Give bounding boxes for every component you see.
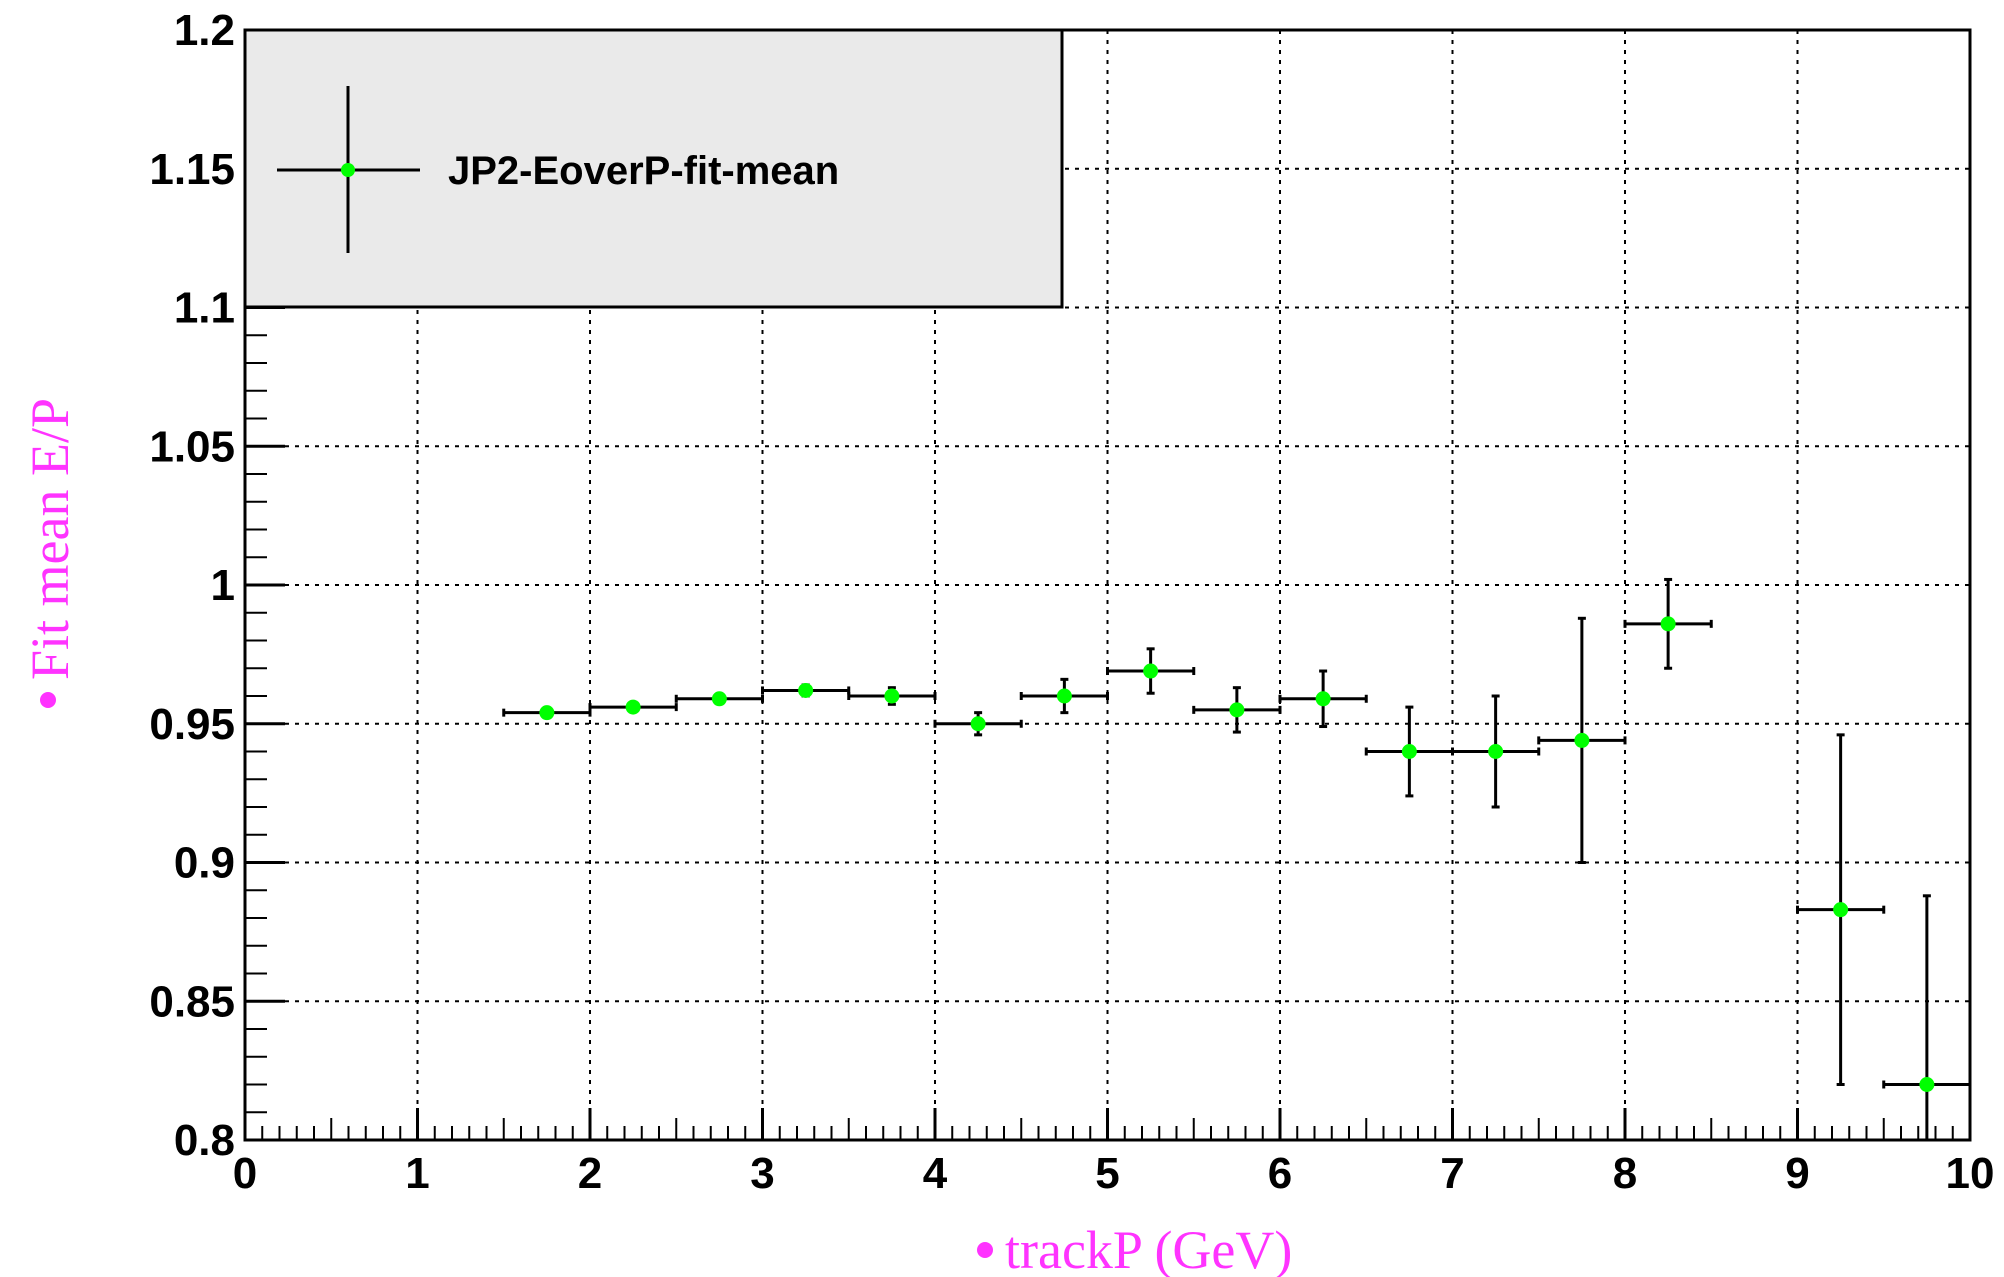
- marker-dot: [1401, 744, 1417, 759]
- marker-dot: [1574, 732, 1590, 748]
- x-tick-labels: 0 1 2 3 4 5 6 7 8 9 10: [233, 1149, 1995, 1198]
- x-axis-label: trackP (GeV): [1005, 1220, 1292, 1277]
- x-axis-title-bullet: [977, 1242, 993, 1258]
- data-point: [1278, 669, 1368, 729]
- y-tick-label: 0.9: [174, 839, 235, 888]
- y-tick-label: 0.85: [149, 977, 235, 1026]
- x-axis-title: trackP (GeV): [977, 1220, 1292, 1277]
- y-axis-title: Fit mean E/P: [20, 398, 80, 708]
- data-point: [1537, 616, 1627, 864]
- data-point: [1106, 647, 1196, 695]
- y-tick-labels: 0.8 0.85 0.9 0.95 1 1.05 1.1 1.15 1.2: [149, 6, 235, 1165]
- x-tick-label: 5: [1095, 1149, 1119, 1198]
- x-tick-label: 0: [233, 1149, 257, 1198]
- y-tick-label: 1: [211, 561, 235, 610]
- y-tick-label: 1.05: [149, 422, 235, 471]
- y-axis-title-bullet: [40, 692, 56, 708]
- marker-dot: [711, 691, 727, 707]
- marker-dot: [970, 716, 986, 732]
- marker-dot: [539, 705, 555, 721]
- data-point: [847, 686, 937, 706]
- marker-dot: [1488, 744, 1504, 759]
- marker-dot: [1315, 691, 1331, 707]
- marker-dot: [1919, 1077, 1935, 1092]
- grid: [245, 30, 1970, 1140]
- x-tick-label: 10: [1946, 1149, 1995, 1198]
- marker-dot: [1143, 663, 1159, 679]
- legend: JP2-EoverP-fit-mean: [243, 28, 1064, 309]
- y-tick-label: 0.95: [149, 700, 235, 749]
- y-tick-label: 1.2: [174, 6, 235, 55]
- marker-dot: [1660, 616, 1676, 632]
- marker-dot: [625, 699, 641, 715]
- data-point: [1796, 733, 1886, 1086]
- x-tick-label: 6: [1268, 1149, 1292, 1198]
- x-tick-label: 9: [1785, 1149, 1809, 1198]
- marker-dot: [798, 682, 814, 698]
- data-points: [502, 577, 1970, 1140]
- y-tick-label: 1.15: [149, 145, 235, 194]
- y-axis-label: Fit mean E/P: [20, 398, 80, 680]
- data-point: [1019, 677, 1109, 715]
- data-point: [761, 682, 851, 698]
- data-point: [933, 711, 1023, 737]
- x-tick-label: 4: [923, 1149, 948, 1198]
- data-point: [1192, 686, 1282, 734]
- legend-entry-label: JP2-EoverP-fit-mean: [448, 149, 839, 193]
- marker-dot: [1056, 688, 1072, 704]
- marker-dot: [1229, 702, 1245, 718]
- data-point: [502, 705, 592, 721]
- y-tick-label: 1.1: [174, 284, 235, 333]
- x-tick-label: 8: [1613, 1149, 1637, 1198]
- x-tick-label: 2: [578, 1149, 602, 1198]
- y-tick-label: 0.8: [174, 1116, 235, 1165]
- marker-dot: [884, 688, 900, 704]
- data-point: [1623, 577, 1713, 670]
- x-tick-label: 1: [405, 1149, 429, 1198]
- data-point: [674, 691, 764, 707]
- marker-dot: [1833, 902, 1849, 918]
- data-point: [1882, 894, 1970, 1140]
- data-point: [1451, 694, 1541, 809]
- legend-marker-point: [341, 163, 355, 177]
- data-point: [588, 699, 678, 715]
- x-tick-label: 3: [750, 1149, 774, 1198]
- data-point: [1364, 705, 1454, 798]
- x-tick-label: 7: [1440, 1149, 1464, 1198]
